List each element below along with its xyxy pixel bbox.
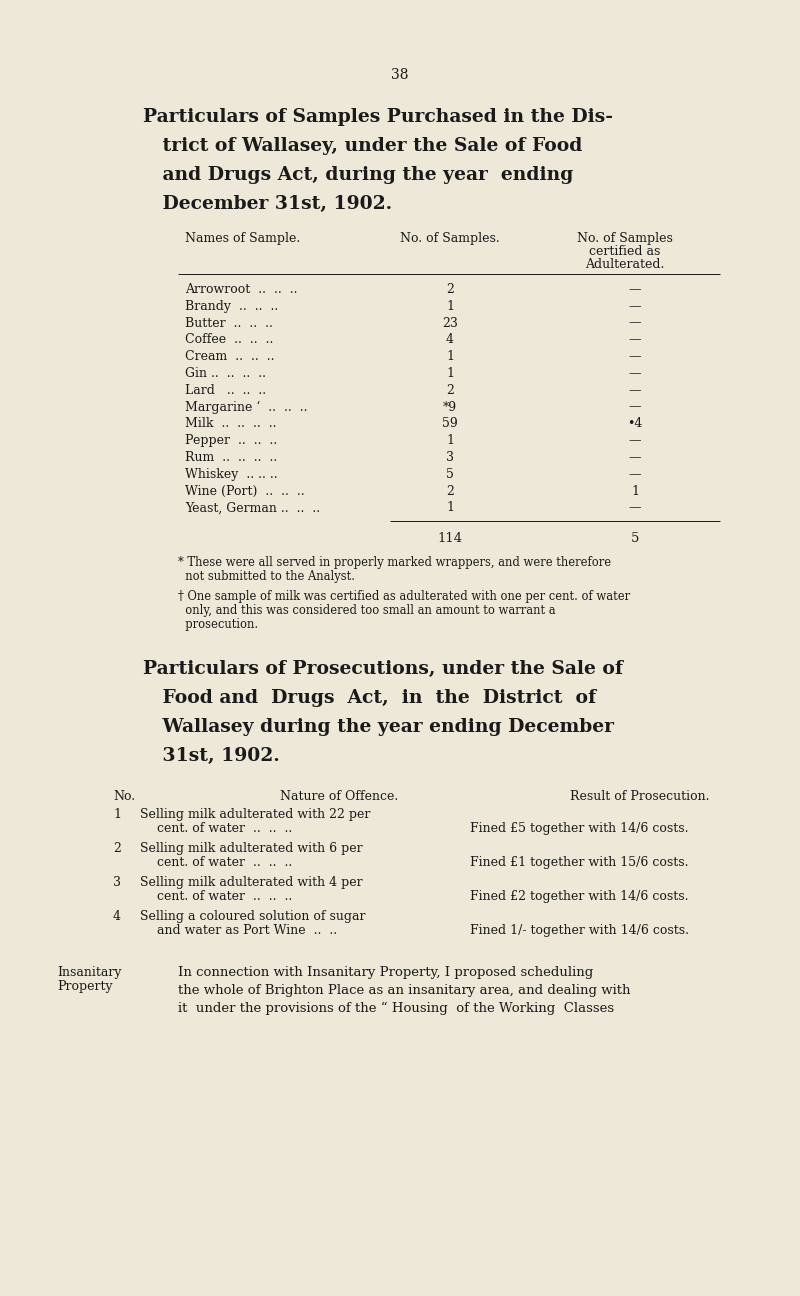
Text: —: — xyxy=(629,316,642,329)
Text: cent. of water  ..  ..  ..: cent. of water .. .. .. xyxy=(157,822,292,835)
Text: In connection with Insanitary Property, I proposed scheduling: In connection with Insanitary Property, … xyxy=(178,967,594,980)
Text: 1: 1 xyxy=(446,367,454,380)
Text: No. of Samples.: No. of Samples. xyxy=(400,232,500,245)
Text: —: — xyxy=(629,367,642,380)
Text: Names of Sample.: Names of Sample. xyxy=(185,232,300,245)
Text: 2: 2 xyxy=(446,283,454,295)
Text: Whiskey  .. .. ..: Whiskey .. .. .. xyxy=(185,468,278,481)
Text: Fined £5 together with 14/6 costs.: Fined £5 together with 14/6 costs. xyxy=(470,822,689,835)
Text: Margarine ‘  ..  ..  ..: Margarine ‘ .. .. .. xyxy=(185,400,307,413)
Text: 1: 1 xyxy=(446,299,454,312)
Text: not submitted to the Analyst.: not submitted to the Analyst. xyxy=(178,570,355,583)
Text: 1: 1 xyxy=(631,485,639,498)
Text: Pepper  ..  ..  ..: Pepper .. .. .. xyxy=(185,434,278,447)
Text: 114: 114 xyxy=(438,533,462,546)
Text: it  under the provisions of the “ Housing  of the Working  Classes: it under the provisions of the “ Housing… xyxy=(178,1002,614,1016)
Text: 23: 23 xyxy=(442,316,458,329)
Text: Adulterated.: Adulterated. xyxy=(586,258,665,271)
Text: 59: 59 xyxy=(442,417,458,430)
Text: 5: 5 xyxy=(446,468,454,481)
Text: No.: No. xyxy=(113,791,135,804)
Text: 1: 1 xyxy=(446,350,454,363)
Text: Selling a coloured solution of sugar: Selling a coloured solution of sugar xyxy=(140,910,366,923)
Text: Particulars of Samples Purchased in the Dis-: Particulars of Samples Purchased in the … xyxy=(143,108,613,126)
Text: 2: 2 xyxy=(446,384,454,397)
Text: —: — xyxy=(629,434,642,447)
Text: Insanitary: Insanitary xyxy=(57,967,122,980)
Text: 2: 2 xyxy=(446,485,454,498)
Text: * These were all served in properly marked wrappers, and were therefore: * These were all served in properly mark… xyxy=(178,556,611,569)
Text: Coffee  ..  ..  ..: Coffee .. .. .. xyxy=(185,333,274,346)
Text: 1: 1 xyxy=(446,502,454,515)
Text: Selling milk adulterated with 4 per: Selling milk adulterated with 4 per xyxy=(140,876,362,889)
Text: —: — xyxy=(629,350,642,363)
Text: No. of Samples: No. of Samples xyxy=(577,232,673,245)
Text: Fined £2 together with 14/6 costs.: Fined £2 together with 14/6 costs. xyxy=(470,890,689,903)
Text: 38: 38 xyxy=(391,67,409,82)
Text: cent. of water  ..  ..  ..: cent. of water .. .. .. xyxy=(157,857,292,870)
Text: Fined 1/- together with 14/6 costs.: Fined 1/- together with 14/6 costs. xyxy=(470,924,689,937)
Text: and water as Port Wine  ..  ..: and water as Port Wine .. .. xyxy=(157,924,337,937)
Text: 2: 2 xyxy=(113,842,121,855)
Text: Rum  ..  ..  ..  ..: Rum .. .. .. .. xyxy=(185,451,278,464)
Text: Food and  Drugs  Act,  in  the  District  of: Food and Drugs Act, in the District of xyxy=(143,689,596,708)
Text: —: — xyxy=(629,283,642,295)
Text: Wine (Port)  ..  ..  ..: Wine (Port) .. .. .. xyxy=(185,485,305,498)
Text: Selling milk adulterated with 6 per: Selling milk adulterated with 6 per xyxy=(140,842,362,855)
Text: —: — xyxy=(629,502,642,515)
Text: Particulars of Prosecutions, under the Sale of: Particulars of Prosecutions, under the S… xyxy=(143,660,623,678)
Text: •4: •4 xyxy=(627,417,642,430)
Text: —: — xyxy=(629,333,642,346)
Text: the whole of Brighton Place as an insanitary area, and dealing with: the whole of Brighton Place as an insani… xyxy=(178,984,630,997)
Text: only, and this was considered too small an amount to warrant a: only, and this was considered too small … xyxy=(178,604,556,617)
Text: † One sample of milk was certified as adulterated with one per cent. of water: † One sample of milk was certified as ad… xyxy=(178,590,630,603)
Text: 4: 4 xyxy=(446,333,454,346)
Text: Property: Property xyxy=(57,980,113,993)
Text: —: — xyxy=(629,468,642,481)
Text: prosecution.: prosecution. xyxy=(178,618,258,631)
Text: 3: 3 xyxy=(446,451,454,464)
Text: trict of Wallasey, under the Sale of Food: trict of Wallasey, under the Sale of Foo… xyxy=(143,137,582,156)
Text: 31st, 1902.: 31st, 1902. xyxy=(143,748,280,765)
Text: 4: 4 xyxy=(113,910,121,923)
Text: 3: 3 xyxy=(113,876,121,889)
Text: —: — xyxy=(629,299,642,312)
Text: cent. of water  ..  ..  ..: cent. of water .. .. .. xyxy=(157,890,292,903)
Text: Lard   ..  ..  ..: Lard .. .. .. xyxy=(185,384,266,397)
Text: Milk  ..  ..  ..  ..: Milk .. .. .. .. xyxy=(185,417,277,430)
Text: Cream  ..  ..  ..: Cream .. .. .. xyxy=(185,350,274,363)
Text: —: — xyxy=(629,400,642,413)
Text: —: — xyxy=(629,384,642,397)
Text: Butter  ..  ..  ..: Butter .. .. .. xyxy=(185,316,273,329)
Text: *9: *9 xyxy=(443,400,457,413)
Text: certified as: certified as xyxy=(590,245,661,258)
Text: Brandy  ..  ..  ..: Brandy .. .. .. xyxy=(185,299,278,312)
Text: —: — xyxy=(629,451,642,464)
Text: 1: 1 xyxy=(113,809,121,822)
Text: Gin ..  ..  ..  ..: Gin .. .. .. .. xyxy=(185,367,266,380)
Text: Result of Prosecution.: Result of Prosecution. xyxy=(570,791,710,804)
Text: Fined £1 together with 15/6 costs.: Fined £1 together with 15/6 costs. xyxy=(470,857,689,870)
Text: Yeast, German ..  ..  ..: Yeast, German .. .. .. xyxy=(185,502,320,515)
Text: 5: 5 xyxy=(631,533,639,546)
Text: and Drugs Act, during the year  ending: and Drugs Act, during the year ending xyxy=(143,166,574,184)
Text: Selling milk adulterated with 22 per: Selling milk adulterated with 22 per xyxy=(140,809,370,822)
Text: 1: 1 xyxy=(446,434,454,447)
Text: December 31st, 1902.: December 31st, 1902. xyxy=(143,194,392,213)
Text: Nature of Offence.: Nature of Offence. xyxy=(280,791,398,804)
Text: Arrowroot  ..  ..  ..: Arrowroot .. .. .. xyxy=(185,283,298,295)
Text: Wallasey during the year ending December: Wallasey during the year ending December xyxy=(143,718,614,736)
